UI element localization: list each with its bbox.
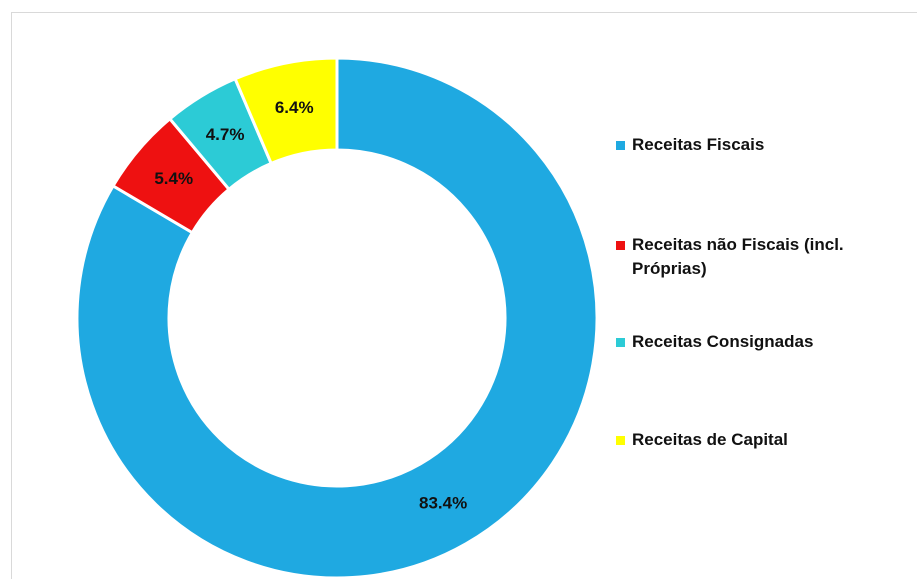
legend-swatch [616, 338, 625, 347]
data-label: 4.7% [206, 125, 245, 144]
donut-slice [75, 56, 599, 579]
legend-label: Receitas de Capital [632, 430, 788, 449]
legend-item: Receitas não Fiscais (incl. Próprias) [616, 233, 892, 281]
legend-label: Receitas Fiscais [632, 135, 765, 154]
legend-item: Receitas Consignadas [616, 330, 892, 354]
legend-label: Receitas Consignadas [632, 332, 814, 351]
data-label: 6.4% [275, 98, 314, 117]
chart-frame [11, 12, 917, 579]
data-label: 5.4% [154, 169, 193, 188]
donut-slice [233, 56, 339, 166]
data-label: 83.4% [419, 493, 467, 512]
legend-swatch [616, 141, 625, 150]
legend-item: Receitas Fiscais [616, 133, 892, 157]
legend-item: Receitas de Capital [616, 428, 892, 452]
legend-swatch [616, 241, 625, 250]
legend-label: Receitas não Fiscais (incl. Próprias) [632, 235, 844, 278]
legend-swatch [616, 436, 625, 445]
